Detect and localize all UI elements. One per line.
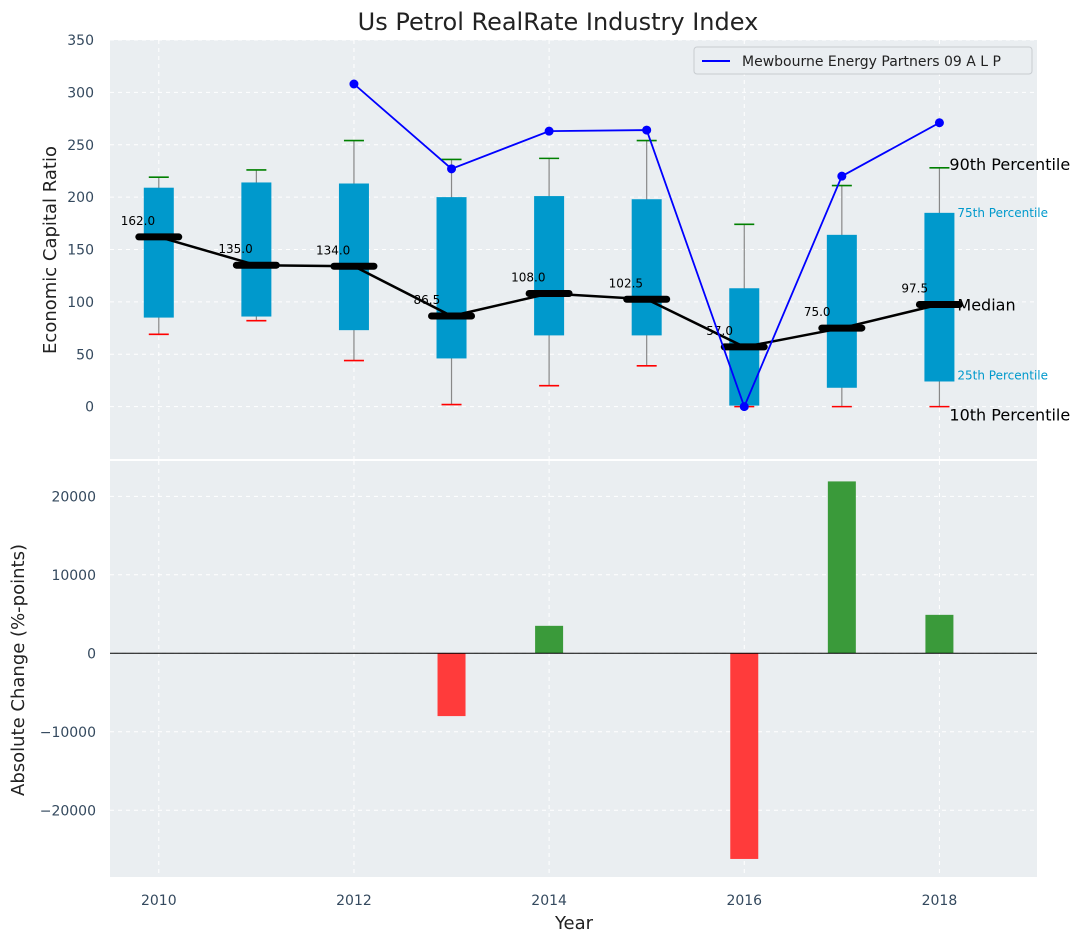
legend-box <box>693 46 1033 75</box>
company-point <box>642 125 652 135</box>
bottom-y-tick-label: 20000 <box>51 489 96 505</box>
top-y-ticks: 0 50 100 150 200 250 300 350 <box>67 33 94 416</box>
box-2013 <box>436 197 467 359</box>
chart-title: Us Petrol RealRate Industry Index <box>358 8 759 36</box>
x-tick-label: 2014 <box>531 893 567 909</box>
box-2010 <box>143 187 174 318</box>
top-y-tick-label: 50 <box>76 347 94 363</box>
change-bar-2016 <box>730 653 759 859</box>
label-90th-percentile: 90th Percentile <box>949 155 1070 174</box>
bottom-y-ticks: −20000 −10000 0 10000 20000 <box>40 489 96 819</box>
company-point <box>544 126 554 136</box>
bottom-y-tick-label: 0 <box>87 646 96 662</box>
percentile-labels: 90th Percentile 75th Percentile Median 25th… <box>949 155 1070 425</box>
top-y-tick-label: 300 <box>67 85 94 101</box>
company-point <box>447 164 457 174</box>
bottom-y-axis-label: Absolute Change (%-points) <box>8 544 29 796</box>
median-data-label: 162.0 <box>121 214 155 228</box>
top-y-tick-label: 0 <box>85 400 94 416</box>
top-y-tick-label: 200 <box>67 190 94 206</box>
bottom-panel: −20000 −10000 0 10000 20000 2010 2012 2014 2016… <box>8 461 1037 934</box>
top-panel: 0 50 100 150 200 250 300 350 162.0 135.0 134.0 86.… <box>40 33 1070 459</box>
legend: Mewbourne Energy Partners 09 A L P <box>693 46 1033 75</box>
box-2014 <box>534 196 565 336</box>
change-bar-2014 <box>535 625 564 654</box>
x-ticks: 2010 2012 2014 2016 2018 <box>141 893 957 909</box>
bottom-plot-area <box>110 461 1037 877</box>
company-point <box>349 79 359 89</box>
top-y-axis-label: Economic Capital Ratio <box>40 146 61 354</box>
median-data-label: 86.5 <box>414 293 441 307</box>
change-bar-2013 <box>437 653 466 717</box>
bottom-y-tick-label: −10000 <box>40 725 96 741</box>
top-y-tick-label: 250 <box>67 138 94 154</box>
change-bar-2018 <box>925 614 954 654</box>
top-y-tick-label: 100 <box>67 295 94 311</box>
x-axis-label: Year <box>554 913 594 934</box>
x-tick-label: 2016 <box>726 893 762 909</box>
label-75th-percentile: 75th Percentile <box>957 206 1048 220</box>
box-2012 <box>338 183 369 331</box>
median-line-group: 162.0 135.0 134.0 86.5 108.0 102.5 57.0 75.0 97.… <box>121 214 963 351</box>
top-y-tick-label: 150 <box>67 243 94 259</box>
box-2017 <box>826 234 857 388</box>
median-data-label: 57.0 <box>706 324 733 338</box>
x-tick-label: 2012 <box>336 893 372 909</box>
bottom-y-tick-label: 10000 <box>51 568 96 584</box>
x-tick-label: 2018 <box>922 893 958 909</box>
top-y-tick-label: 350 <box>67 33 94 49</box>
median-data-label: 102.5 <box>609 276 643 290</box>
company-series <box>349 79 944 412</box>
label-10th-percentile: 10th Percentile <box>949 406 1070 425</box>
box-2015 <box>631 199 662 336</box>
median-data-label: 75.0 <box>804 305 831 319</box>
legend-label: Mewbourne Energy Partners 09 A L P <box>742 54 1001 70</box>
x-tick-label: 2010 <box>141 893 177 909</box>
median-data-label: 97.5 <box>901 281 928 295</box>
company-point <box>934 118 944 128</box>
bottom-y-tick-label: −20000 <box>40 803 96 819</box>
box-2018 <box>924 212 955 382</box>
change-bars <box>437 481 954 859</box>
label-median: Median <box>957 295 1015 314</box>
company-point <box>739 402 749 412</box>
median-data-label: 135.0 <box>218 242 252 256</box>
company-point <box>837 171 847 181</box>
box-2011 <box>241 182 272 317</box>
median-data-label: 134.0 <box>316 243 350 257</box>
label-25th-percentile: 25th Percentile <box>957 368 1048 382</box>
change-bar-2017 <box>827 481 856 654</box>
median-data-label: 108.0 <box>511 270 545 284</box>
